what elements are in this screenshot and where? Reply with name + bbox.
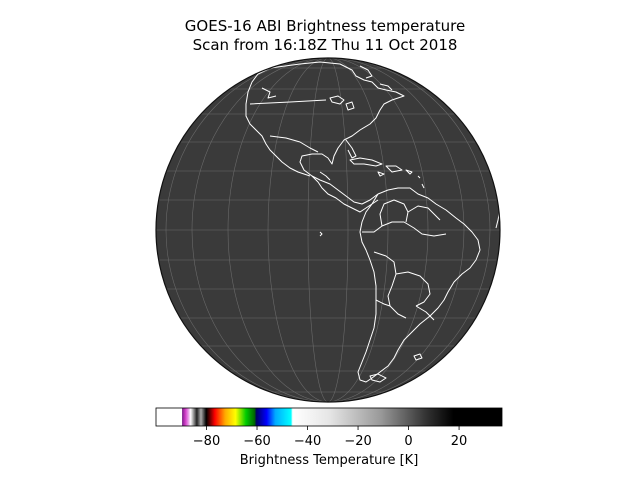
title-line-2: Scan from 16:18Z Thu 11 Oct 2018 [192,36,458,54]
title-line-1: GOES-16 ABI Brightness temperature [184,17,466,35]
colorbar-tick-label: 0 [404,434,412,449]
colorbar-label: Brightness Temperature [K] [239,453,419,468]
colorbar-ticks: −80 −60 −40 −20 0 20 [193,426,468,449]
coastlines [245,61,500,383]
colorbar: −80 −60 −40 −20 0 20 [155,407,503,449]
graticule [156,58,500,402]
globe-outline [155,57,501,403]
colorbar-tick-label: 20 [451,434,468,449]
colorbar-bar [155,407,503,427]
colorbar-tick-label: −20 [344,434,371,449]
colorbar-tick-label: −40 [294,434,321,449]
colorbar-tick-label: −60 [243,434,270,449]
colorbar-tick-label: −80 [193,434,220,449]
